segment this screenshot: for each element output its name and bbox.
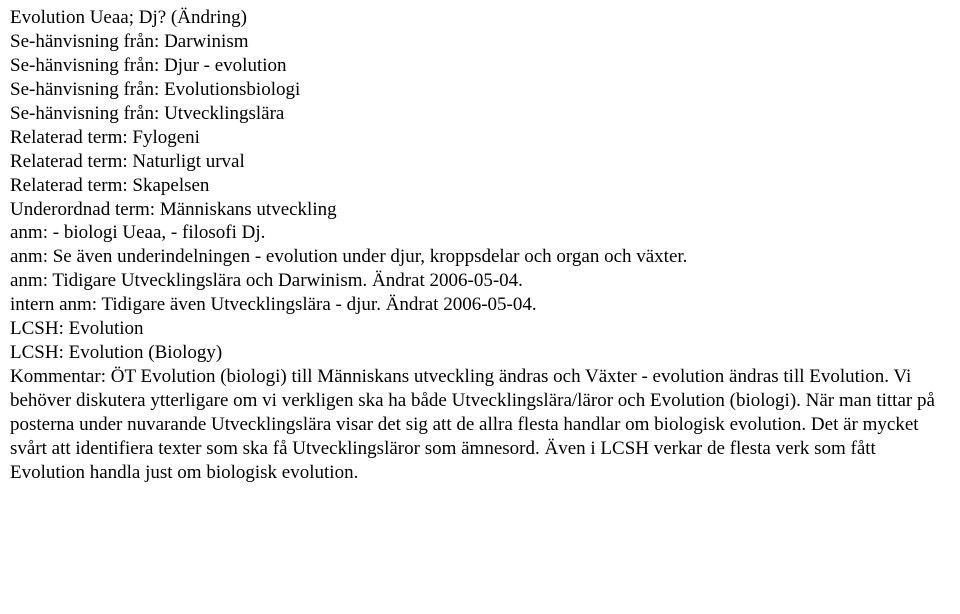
heading-line: Evolution Ueaa; Dj? (Ändring) (10, 6, 950, 30)
reference-line: Se-hänvisning från: Djur - evolution (10, 54, 950, 78)
reference-line: Se-hänvisning från: Evolutionsbiologi (10, 78, 950, 102)
annotation-line: anm: Tidigare Utvecklingslära och Darwin… (10, 269, 950, 293)
related-term-line: Relaterad term: Naturligt urval (10, 150, 950, 174)
comment-paragraph: Kommentar: ÖT Evolution (biologi) till M… (10, 365, 950, 485)
lcsh-line: LCSH: Evolution (Biology) (10, 341, 950, 365)
subordinate-term-line: Underordnad term: Människans utveckling (10, 198, 950, 222)
annotation-line: anm: - biologi Ueaa, - filosofi Dj. (10, 221, 950, 245)
related-term-line: Relaterad term: Fylogeni (10, 126, 950, 150)
annotation-line: anm: Se även underindelningen - evolutio… (10, 245, 950, 269)
lcsh-line: LCSH: Evolution (10, 317, 950, 341)
internal-annotation-line: intern anm: Tidigare även Utvecklingslär… (10, 293, 950, 317)
related-term-line: Relaterad term: Skapelsen (10, 174, 950, 198)
reference-line: Se-hänvisning från: Darwinism (10, 30, 950, 54)
reference-line: Se-hänvisning från: Utvecklingslära (10, 102, 950, 126)
